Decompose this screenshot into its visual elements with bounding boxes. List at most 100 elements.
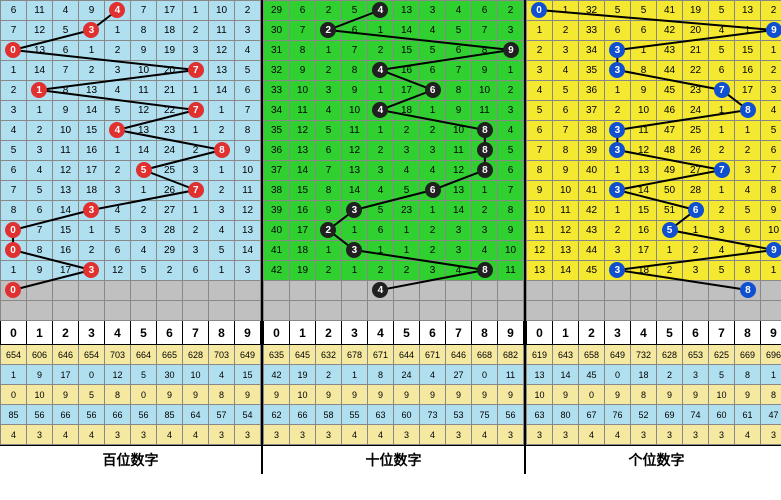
cell: 14 bbox=[446, 201, 472, 221]
cell: 1 bbox=[553, 1, 579, 21]
cell: 34 bbox=[264, 101, 290, 121]
cell: 22 bbox=[683, 61, 709, 81]
cell: 9 bbox=[79, 1, 105, 21]
cell: 10 bbox=[472, 81, 498, 101]
cell: 4 bbox=[446, 261, 472, 281]
cell: 51 bbox=[657, 201, 683, 221]
marker: 3 bbox=[83, 202, 99, 218]
stat-cell: 3 bbox=[394, 425, 420, 445]
cell: 10 bbox=[527, 201, 553, 221]
cell: 10 bbox=[761, 221, 781, 241]
col-header: 4 bbox=[368, 321, 394, 345]
cell: 4 bbox=[105, 81, 131, 101]
cell: 4 bbox=[27, 161, 53, 181]
stat-cell: 57 bbox=[209, 405, 235, 425]
cell bbox=[157, 301, 183, 321]
marker: 0 bbox=[531, 2, 547, 18]
cell: 7 bbox=[1, 181, 27, 201]
marker: 6 bbox=[425, 82, 441, 98]
cell: 7 bbox=[342, 41, 368, 61]
cell: 5 bbox=[209, 241, 235, 261]
cell: 3 bbox=[1, 101, 27, 121]
cell: 10 bbox=[446, 121, 472, 141]
cell: 16 bbox=[394, 61, 420, 81]
marker: 8 bbox=[477, 142, 493, 158]
cell: 42 bbox=[657, 21, 683, 41]
cell: 3 bbox=[735, 161, 761, 181]
cell: 41 bbox=[264, 241, 290, 261]
cell: 26 bbox=[157, 181, 183, 201]
cell: 11 bbox=[290, 101, 316, 121]
cell: 9 bbox=[472, 61, 498, 81]
cell: 9 bbox=[316, 201, 342, 221]
cell: 6 bbox=[342, 21, 368, 41]
cell: 2 bbox=[183, 221, 209, 241]
col-header: 9 bbox=[235, 321, 261, 345]
cell: 4 bbox=[709, 21, 735, 41]
cell: 13 bbox=[79, 81, 105, 101]
cell: 17 bbox=[79, 161, 105, 181]
cell: 6 bbox=[498, 161, 524, 181]
cell: 6 bbox=[761, 141, 781, 161]
cell bbox=[316, 301, 342, 321]
cell bbox=[27, 301, 53, 321]
cell: 6 bbox=[420, 61, 446, 81]
marker: 8 bbox=[214, 142, 230, 158]
stat-cell: 66 bbox=[290, 405, 316, 425]
cell bbox=[368, 301, 394, 321]
cell: 3 bbox=[761, 81, 781, 101]
stat-cell: 3 bbox=[264, 425, 290, 445]
cell: 4 bbox=[709, 241, 735, 261]
stat-cell: 3 bbox=[27, 425, 53, 445]
stat-cell: 52 bbox=[631, 405, 657, 425]
stat-cell: 671 bbox=[368, 345, 394, 365]
cell: 7 bbox=[735, 241, 761, 261]
cell: 3 bbox=[498, 21, 524, 41]
cell: 1 bbox=[1, 61, 27, 81]
cell: 43 bbox=[579, 221, 605, 241]
col-header: 6 bbox=[420, 321, 446, 345]
cell: 21 bbox=[157, 81, 183, 101]
cell: 5 bbox=[709, 261, 735, 281]
cell bbox=[761, 281, 781, 301]
stat-cell: 76 bbox=[605, 405, 631, 425]
cell: 3 bbox=[420, 1, 446, 21]
cell: 5 bbox=[498, 141, 524, 161]
cell bbox=[183, 301, 209, 321]
marker: 0 bbox=[5, 222, 21, 238]
cell: 14 bbox=[79, 101, 105, 121]
cell: 13 bbox=[53, 181, 79, 201]
stat-cell: 703 bbox=[105, 345, 131, 365]
stat-cell: 628 bbox=[183, 345, 209, 365]
cell: 8 bbox=[235, 121, 261, 141]
cell: 36 bbox=[579, 81, 605, 101]
cell: 9 bbox=[553, 161, 579, 181]
marker: 8 bbox=[477, 262, 493, 278]
cell: 2 bbox=[498, 81, 524, 101]
marker: 3 bbox=[609, 122, 625, 138]
stat-cell: 3 bbox=[446, 425, 472, 445]
cell: 1 bbox=[498, 61, 524, 81]
cell bbox=[657, 301, 683, 321]
cell: 48 bbox=[657, 141, 683, 161]
marker: 4 bbox=[109, 122, 125, 138]
cell: 7 bbox=[27, 221, 53, 241]
stat-cell: 3 bbox=[131, 425, 157, 445]
col-header: 4 bbox=[631, 321, 657, 345]
cell: 13 bbox=[527, 261, 553, 281]
stat-cell: 64 bbox=[183, 405, 209, 425]
cell: 2 bbox=[316, 1, 342, 21]
cell: 1 bbox=[605, 81, 631, 101]
col-header: 7 bbox=[446, 321, 472, 345]
stat-cell: 643 bbox=[553, 345, 579, 365]
col-header: 3 bbox=[342, 321, 368, 345]
cell bbox=[183, 281, 209, 301]
cell: 6 bbox=[1, 1, 27, 21]
cell bbox=[631, 281, 657, 301]
stat-cell: 45 bbox=[579, 365, 605, 385]
cell: 1 bbox=[368, 241, 394, 261]
marker: 3 bbox=[609, 182, 625, 198]
cell: 3 bbox=[209, 201, 235, 221]
cell bbox=[709, 301, 735, 321]
cell: 9 bbox=[27, 261, 53, 281]
